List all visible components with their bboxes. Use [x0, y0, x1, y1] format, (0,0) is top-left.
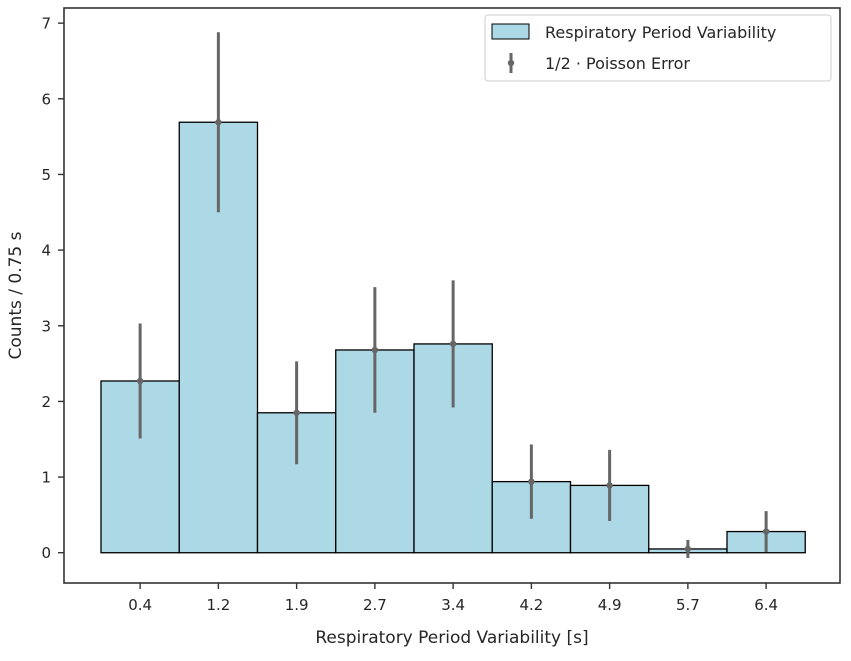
x-axis-ticks: 0.4 1.2 1.9 2.7 3.4 4.2 4.9 5.7 6.4 — [128, 583, 778, 614]
error-marker-1.9 — [293, 409, 300, 416]
legend-bar-swatch — [491, 23, 530, 40]
error-marker-1.2 — [215, 119, 222, 126]
x-tick-label: 4.9 — [598, 596, 622, 614]
y-tick-label: 5 — [41, 166, 51, 184]
x-tick-label: 3.4 — [441, 596, 465, 614]
error-marker-4.9 — [606, 482, 613, 489]
error-bars-layer — [136, 32, 770, 559]
legend-label-errors: 1/2 · Poisson Error — [545, 54, 690, 73]
y-tick-label: 3 — [41, 317, 51, 335]
error-marker-4.2 — [528, 478, 535, 485]
y-axis-label: Counts / 0.75 s — [6, 231, 26, 359]
y-tick-label: 6 — [41, 90, 51, 108]
x-axis-label: Respiratory Period Variability [s] — [315, 628, 588, 648]
y-tick-label: 0 — [41, 544, 51, 562]
x-tick-label: 4.2 — [519, 596, 543, 614]
legend-box — [484, 14, 832, 82]
x-tick-label: 5.7 — [676, 596, 700, 614]
error-marker-2.7 — [371, 346, 379, 354]
y-tick-label: 1 — [41, 469, 51, 487]
legend: Respiratory Period Variability 1/2 · Poi… — [484, 14, 832, 82]
legend-errorbar-marker — [507, 59, 515, 67]
legend-label-bars: Respiratory Period Variability — [545, 23, 776, 42]
y-tick-label: 4 — [41, 242, 51, 260]
x-tick-label: 1.2 — [206, 596, 230, 614]
x-tick-label: 0.4 — [128, 596, 152, 614]
error-marker-0.4 — [136, 377, 144, 385]
plot-frame — [63, 7, 841, 584]
x-tick-label: 6.4 — [754, 596, 778, 614]
x-tick-label: 1.9 — [285, 596, 309, 614]
error-marker-3.4 — [449, 340, 457, 348]
y-axis-ticks: 0 1 2 3 4 5 6 7 — [41, 15, 64, 562]
error-marker-5.7 — [684, 545, 692, 553]
x-tick-label: 2.7 — [363, 596, 387, 614]
y-tick-label: 7 — [41, 15, 51, 33]
y-tick-label: 2 — [41, 393, 51, 411]
error-marker-6.4 — [762, 528, 770, 535]
